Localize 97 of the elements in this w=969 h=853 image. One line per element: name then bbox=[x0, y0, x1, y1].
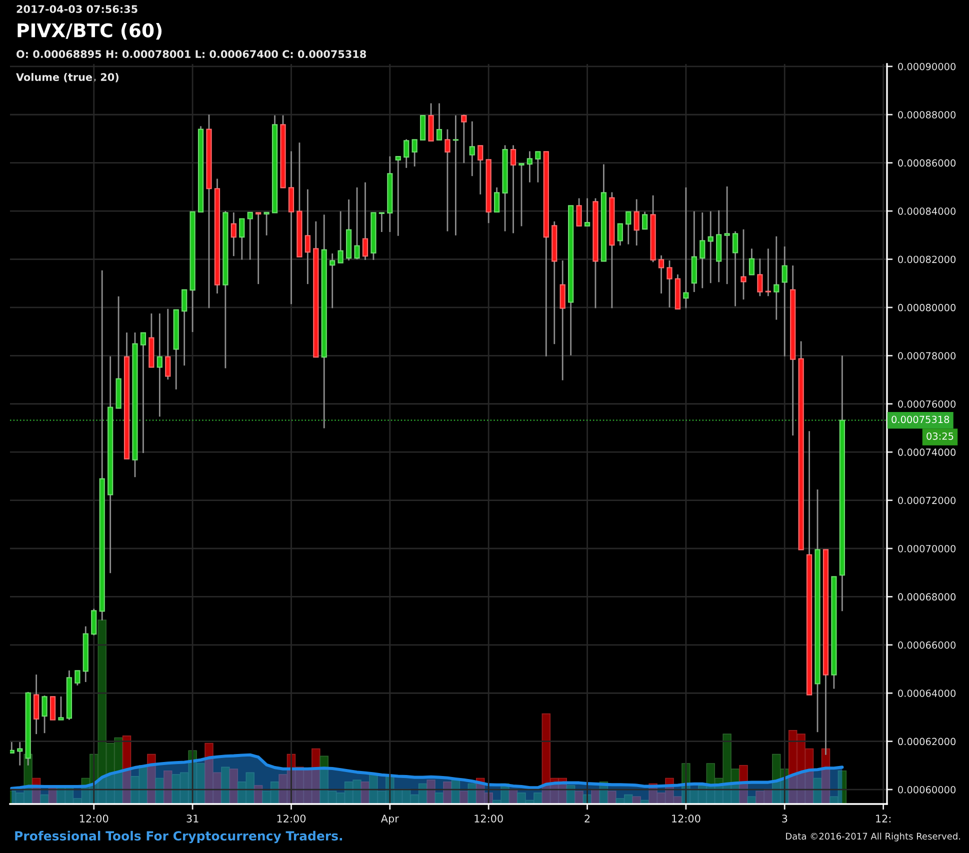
x-tick-label: 3 bbox=[782, 814, 788, 822]
text: 2017-04-03 07:56:35 bbox=[16, 5, 138, 14]
candlestick bbox=[74, 670, 80, 686]
candlestick bbox=[264, 212, 270, 236]
candlestick bbox=[535, 151, 541, 184]
y-tick-label: 0.00090000 bbox=[898, 62, 956, 70]
candlestick bbox=[765, 248, 771, 297]
candlestick bbox=[584, 198, 590, 227]
candlestick bbox=[518, 162, 524, 227]
y-tick-label: 0.00062000 bbox=[898, 738, 956, 746]
candlestick bbox=[230, 212, 236, 257]
candlestick bbox=[732, 230, 738, 307]
bar bbox=[426, 780, 436, 804]
x-tick-label: 12:00 bbox=[80, 814, 108, 822]
x-tick-label: Apr bbox=[380, 814, 399, 824]
candlestick bbox=[412, 138, 418, 168]
candlestick bbox=[560, 260, 566, 381]
candlestick bbox=[576, 198, 582, 227]
bar bbox=[221, 766, 230, 804]
text: Professional Tools For Cryptocurrency Traders. bbox=[15, 830, 342, 844]
chart-title: PIVX/BTC (60) bbox=[18, 22, 162, 40]
bar bbox=[574, 790, 584, 804]
y-tick-label: 0.00064000 bbox=[898, 690, 956, 697]
chart-subtitle: O: 0.00068895 H: 0.00078001 L: 0.00067400 C: 0.00075318 bbox=[16, 50, 366, 58]
candlestick bbox=[17, 741, 23, 766]
bar bbox=[632, 796, 641, 804]
candlestick bbox=[626, 211, 632, 245]
candlestick bbox=[700, 212, 706, 289]
candlestick bbox=[740, 228, 746, 300]
y-tick-label: 0.00086000 bbox=[898, 159, 956, 167]
candlestick bbox=[494, 186, 500, 213]
candlestick bbox=[757, 258, 763, 297]
candlestick bbox=[91, 608, 97, 636]
candlestick bbox=[338, 210, 344, 264]
bar bbox=[813, 778, 822, 804]
candlestick bbox=[156, 312, 162, 418]
candlestick bbox=[239, 218, 245, 260]
x-tick-label: 12:00 bbox=[672, 814, 700, 822]
candlestick bbox=[10, 741, 14, 754]
candlestick bbox=[708, 210, 714, 284]
candlestick bbox=[634, 198, 640, 246]
candlestick bbox=[378, 212, 385, 233]
candlestick bbox=[50, 696, 56, 720]
candlestick bbox=[140, 332, 146, 454]
candlestick bbox=[478, 145, 484, 196]
candlestick bbox=[461, 114, 467, 164]
bar bbox=[608, 790, 616, 804]
candlestick bbox=[404, 138, 410, 169]
candlestick bbox=[774, 236, 780, 320]
candlestick bbox=[452, 114, 459, 236]
y-tick-label: 0.00072000 bbox=[898, 496, 956, 504]
x-tick-label: 12: bbox=[876, 814, 890, 822]
candlestick bbox=[748, 248, 755, 276]
y-tick-label: 0.00084000 bbox=[898, 208, 956, 215]
candlestick bbox=[510, 144, 516, 234]
y-tick-label: 0.00070000 bbox=[898, 544, 956, 552]
candlestick bbox=[354, 186, 360, 260]
y-tick-label: 0.00066000 bbox=[898, 641, 956, 649]
ref-line-label: 0.00075318 bbox=[892, 416, 950, 424]
candlestick bbox=[724, 186, 730, 285]
x-tick-label: 12:00 bbox=[277, 814, 306, 822]
candlestick bbox=[526, 150, 533, 184]
y-tick-label: 0.00082000 bbox=[898, 256, 956, 264]
candlestick bbox=[42, 694, 48, 734]
x-tick-label: 2 bbox=[584, 814, 590, 822]
candlestick bbox=[683, 186, 689, 309]
candlestick bbox=[330, 252, 336, 309]
y-tick-label: 0.00060000 bbox=[898, 786, 956, 794]
chart-title: Volume (true, 20) bbox=[16, 72, 118, 82]
y-tick-label: 0.00078000 bbox=[898, 352, 956, 360]
candlestick bbox=[444, 128, 450, 232]
candlestick bbox=[256, 212, 262, 285]
candlestick bbox=[642, 211, 648, 230]
candlestick bbox=[436, 102, 442, 141]
candlestick bbox=[182, 289, 188, 366]
x-tick-label: 12:00 bbox=[474, 814, 503, 822]
candlestick bbox=[304, 188, 310, 285]
candlestick bbox=[395, 156, 401, 237]
candlestick bbox=[782, 246, 788, 358]
candlestick bbox=[469, 120, 475, 177]
x-tick-label: 31 bbox=[186, 814, 198, 822]
y-tick-label: 0.00068000 bbox=[898, 593, 956, 601]
candlestick bbox=[58, 696, 64, 721]
candlestick bbox=[617, 223, 623, 246]
bar bbox=[460, 790, 468, 804]
candlestick bbox=[658, 254, 664, 294]
y-tick-label: 0.00088000 bbox=[898, 111, 956, 118]
text: 03:25 bbox=[926, 432, 954, 440]
y-tick-label: 0.00080000 bbox=[898, 304, 956, 312]
y-tick-label: 0.00074000 bbox=[898, 448, 956, 456]
candlestick bbox=[165, 308, 171, 380]
text: Data ©2016-2017 All Rights Reserved. bbox=[786, 832, 960, 842]
candlestick bbox=[666, 260, 672, 308]
candlestick bbox=[362, 182, 368, 261]
candlestick bbox=[247, 212, 253, 260]
bar bbox=[147, 754, 156, 804]
y-tick-label: 0.00076000 bbox=[898, 400, 956, 408]
